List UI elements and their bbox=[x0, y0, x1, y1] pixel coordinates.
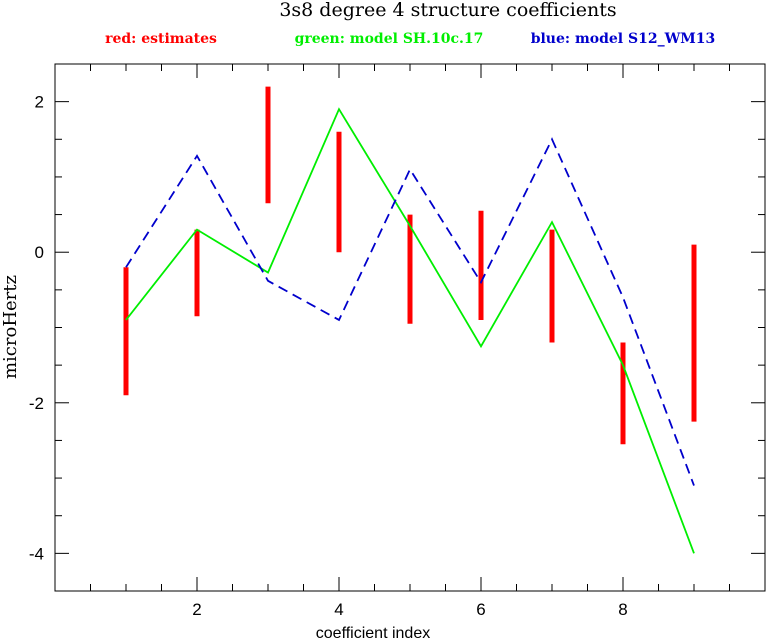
chart-title: 3s8 degree 4 structure coefficients bbox=[279, 0, 616, 21]
y-tick-label: 2 bbox=[35, 93, 44, 112]
legend-model-s12wm13: blue: model S12_WM13 bbox=[531, 31, 716, 47]
axis-ticks bbox=[55, 64, 765, 592]
legend-model-sh10c17: green: model SH.10c.17 bbox=[295, 31, 484, 47]
x-tick-label: 2 bbox=[192, 600, 201, 619]
tick-labels: 2 4 6 8 2 0 -2 -4 bbox=[29, 93, 628, 619]
x-axis-label: coefficient index bbox=[316, 625, 430, 641]
series-line-s12wm13 bbox=[125, 137, 695, 486]
x-tick-label: 4 bbox=[334, 600, 343, 619]
model-series bbox=[125, 107, 695, 554]
x-tick-label: 8 bbox=[618, 600, 627, 619]
legend-estimates: red: estimates bbox=[105, 31, 217, 47]
x-tick-label: 6 bbox=[476, 600, 485, 619]
y-tick-label: -4 bbox=[29, 544, 44, 563]
plot-frame bbox=[54, 63, 766, 592]
y-axis-label: microHertz bbox=[0, 275, 21, 379]
estimate-bars bbox=[123, 86, 697, 445]
series-line-sh10c17 bbox=[125, 107, 695, 554]
y-tick-label: -2 bbox=[29, 394, 44, 413]
y-tick-label: 0 bbox=[35, 243, 44, 262]
